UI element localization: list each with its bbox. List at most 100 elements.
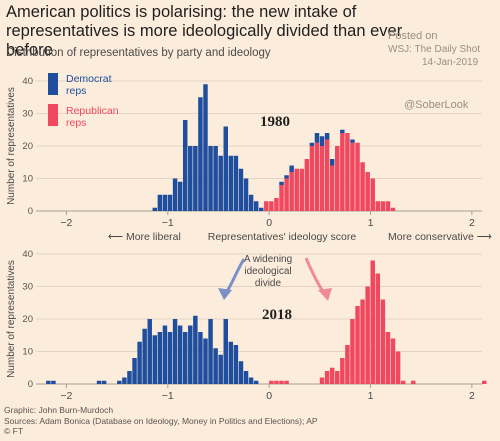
bar-republican: [329, 367, 335, 384]
bar-democrat: [253, 380, 259, 384]
bar-republican: [289, 172, 294, 211]
bar-republican: [385, 332, 391, 384]
bar-republican: [390, 207, 396, 211]
bar-democrat: [309, 142, 315, 146]
bar-republican: [274, 380, 279, 384]
bar-republican: [340, 133, 345, 211]
bar-democrat: [314, 133, 320, 143]
bar-democrat: [162, 325, 168, 384]
bar-republican: [345, 345, 350, 384]
bar-democrat: [208, 146, 213, 211]
bar-republican: [385, 201, 391, 211]
x-tick-label: −2: [60, 390, 72, 402]
bar-republican: [395, 351, 401, 384]
bar-democrat: [340, 129, 345, 133]
bar-democrat: [284, 175, 289, 179]
more-conservative-label: More conservative ⟶: [388, 231, 493, 243]
bar-republican: [390, 338, 396, 384]
divide-annotation-line: ideological: [244, 266, 291, 277]
posted-line-3: 14-Jan-2019: [422, 57, 479, 68]
legend-label-democrat-2: reps: [66, 85, 86, 97]
chart-title: American politics is polarising: the new…: [6, 3, 403, 59]
bar-republican: [324, 371, 330, 384]
bar-republican: [335, 371, 340, 384]
bar-democrat: [198, 332, 203, 384]
bar-democrat: [172, 178, 178, 211]
bar-democrat: [203, 84, 208, 211]
bar-democrat: [147, 319, 152, 384]
bar-democrat: [193, 146, 198, 211]
legend-label-democrat: Democrat: [66, 73, 112, 85]
x-tick-label: 2: [469, 390, 475, 402]
x-tick-label: 2: [469, 217, 475, 229]
y-tick-label: 30: [22, 109, 33, 120]
bar-democrat: [152, 335, 158, 384]
bar-democrat: [203, 338, 208, 384]
bar-democrat: [228, 341, 234, 384]
footer-sources: Sources: Adam Bonica (Database on Ideolo…: [4, 415, 318, 426]
bar-republican: [400, 380, 406, 384]
chart-subtitle: Distribution of representatives by party…: [6, 47, 271, 59]
divide-annotation-line: A widening: [244, 254, 292, 265]
x-tick-label: −1: [162, 217, 174, 229]
bar-democrat: [157, 332, 163, 384]
bar-republican: [340, 358, 345, 384]
bar-democrat: [132, 358, 137, 384]
bar-democrat: [329, 159, 335, 166]
panel-year-label: 1980: [260, 114, 290, 130]
posted-line-2: WSJ: The Daily Shot: [388, 44, 481, 55]
bar-republican: [309, 146, 315, 211]
bar-republican: [380, 201, 386, 211]
bar-republican: [274, 198, 279, 211]
bar-republican: [350, 319, 355, 384]
y-tick-label: 20: [22, 314, 33, 325]
bar-democrat: [213, 348, 218, 384]
bar-democrat: [167, 194, 173, 211]
bar-democrat: [223, 126, 228, 211]
y-tick-label: 0: [28, 379, 33, 390]
bar-democrat: [177, 325, 183, 384]
bar-democrat: [213, 146, 218, 211]
bar-democrat: [172, 319, 178, 384]
bar-republican: [314, 142, 320, 211]
bar-democrat: [96, 380, 102, 384]
bar-republican: [284, 178, 289, 211]
bar-republican: [319, 377, 325, 384]
y-tick-label: 10: [22, 347, 33, 358]
bar-republican: [345, 133, 350, 211]
bar-democrat: [289, 165, 294, 172]
more-liberal-label: ⟵ More liberal: [108, 231, 181, 243]
bar-republican: [269, 201, 274, 211]
bar-democrat: [279, 181, 284, 185]
bar-democrat: [238, 168, 244, 211]
bar-democrat: [259, 207, 264, 211]
y-tick-label: 10: [22, 174, 33, 185]
y-tick-label: 40: [22, 76, 33, 87]
legend-label-republican: Republican: [66, 105, 119, 117]
bar-democrat: [248, 377, 254, 384]
bar-republican: [360, 299, 365, 384]
posted-line-1: Posted on: [388, 30, 438, 42]
bar-republican: [355, 142, 360, 211]
bar-democrat: [177, 181, 183, 211]
bar-republican: [294, 168, 299, 211]
bar-democrat: [167, 332, 173, 384]
handle-watermark: @SoberLook: [404, 99, 469, 111]
arrow-right-head: [318, 288, 332, 301]
bar-democrat: [253, 201, 259, 211]
bar-democrat: [188, 146, 193, 211]
y-tick-label: 40: [22, 249, 33, 260]
bar-republican: [284, 380, 289, 384]
legend-swatch-republican: [48, 104, 58, 126]
x-tick-label: 0: [266, 217, 272, 229]
bar-democrat: [188, 325, 193, 384]
bar-democrat: [243, 178, 249, 211]
bar-republican: [360, 162, 365, 211]
bar-democrat: [243, 371, 249, 384]
bar-democrat: [218, 155, 223, 211]
y-tick-label: 30: [22, 282, 33, 293]
posted-watermark: Posted on WSJ: The Daily Shot 14-Jan-201…: [388, 30, 498, 69]
bar-republican: [375, 273, 381, 384]
bar-republican: [482, 380, 487, 384]
